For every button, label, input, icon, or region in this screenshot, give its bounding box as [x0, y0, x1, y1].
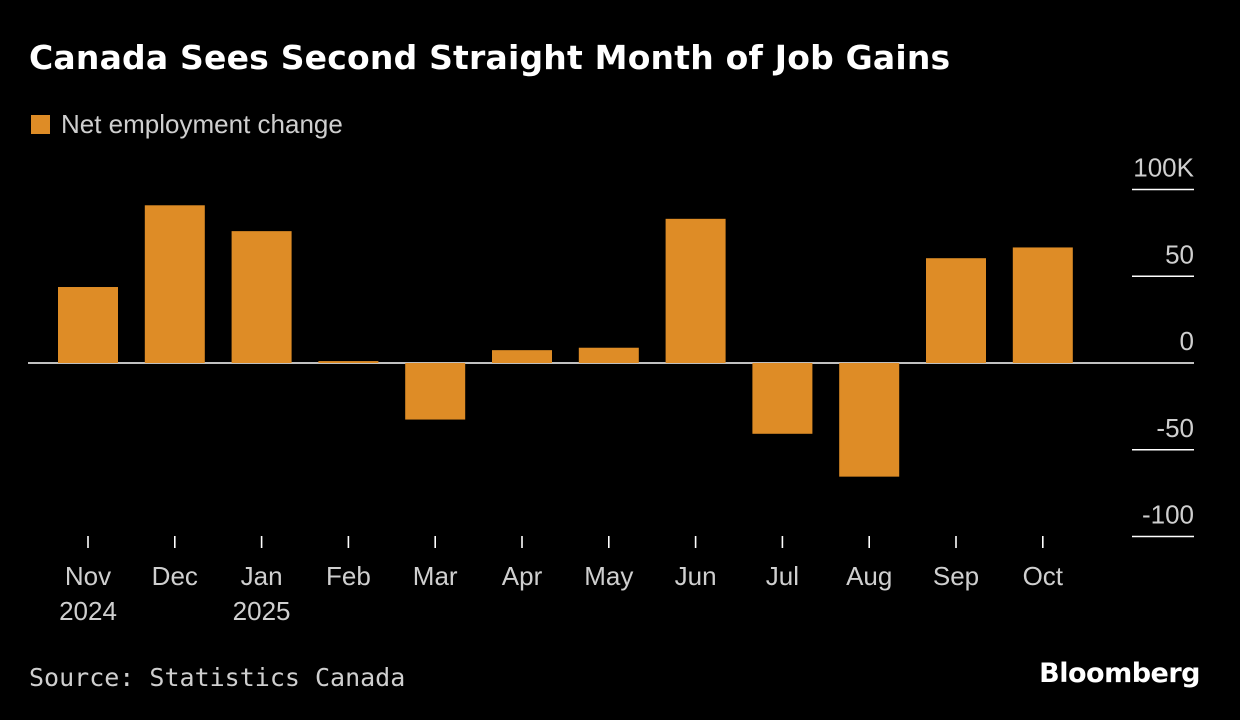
x-tick-label: Mar: [413, 561, 458, 591]
y-tick-label: 0: [1180, 326, 1194, 356]
bar-feb: [318, 361, 379, 363]
bar-nov: [58, 287, 118, 363]
x-year-label: 2024: [59, 596, 117, 626]
x-year-label: 2025: [233, 596, 291, 626]
axes: 100K 50 0 -50 -100 Nov 2024 Dec Jan 2025 Feb Mar Apr…: [59, 153, 1195, 627]
y-tick-label: -50: [1156, 413, 1194, 443]
x-tick-label: Jan: [241, 561, 283, 591]
x-tick-label: May: [584, 561, 633, 591]
x-tick-label: Oct: [1023, 561, 1064, 591]
x-tick-label: Feb: [326, 561, 371, 591]
bar-jun: [665, 218, 726, 363]
y-tick-label: 50: [1165, 239, 1194, 269]
bars: [58, 205, 1073, 477]
source-note: Source: Statistics Canada: [29, 663, 406, 692]
y-tick-label: -100: [1142, 500, 1194, 530]
legend-label: Net employment change: [61, 108, 343, 139]
chart-title: Canada Sees Second Straight Month of Job…: [29, 38, 951, 77]
legend: Net employment change: [31, 109, 343, 139]
bar-oct: [1012, 247, 1073, 363]
x-tick-label: Jul: [766, 561, 799, 591]
bar-dec: [144, 205, 205, 363]
x-tick-label: Dec: [152, 561, 198, 591]
bar-may: [578, 347, 639, 363]
bar-aug: [839, 363, 900, 477]
x-tick-label: Aug: [846, 561, 892, 591]
y-tick-label: 100K: [1133, 153, 1194, 183]
x-tick-label: Nov: [65, 561, 111, 591]
bloomberg-logo: Bloomberg: [1039, 658, 1200, 689]
bar-jan: [231, 231, 292, 363]
bar-sep: [926, 258, 986, 363]
legend-swatch: [31, 114, 50, 134]
bar-apr: [492, 350, 552, 363]
bar-jul: [752, 363, 813, 434]
x-tick-label: Sep: [933, 561, 979, 591]
bar-mar: [405, 363, 466, 420]
x-tick-label: Jun: [675, 561, 717, 591]
x-tick-label: Apr: [502, 561, 543, 591]
